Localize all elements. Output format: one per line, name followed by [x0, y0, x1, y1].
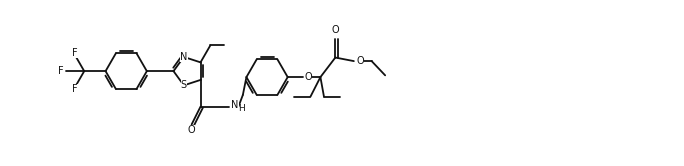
Text: O: O — [356, 56, 364, 66]
Text: O: O — [188, 125, 196, 135]
Text: F: F — [58, 66, 64, 76]
Text: H: H — [239, 104, 245, 114]
Text: N: N — [180, 52, 187, 62]
Text: F: F — [73, 84, 78, 94]
Text: F: F — [73, 48, 78, 58]
Text: S: S — [181, 80, 187, 90]
Text: O: O — [332, 25, 339, 35]
Text: O: O — [304, 72, 312, 82]
Text: N: N — [231, 100, 239, 110]
